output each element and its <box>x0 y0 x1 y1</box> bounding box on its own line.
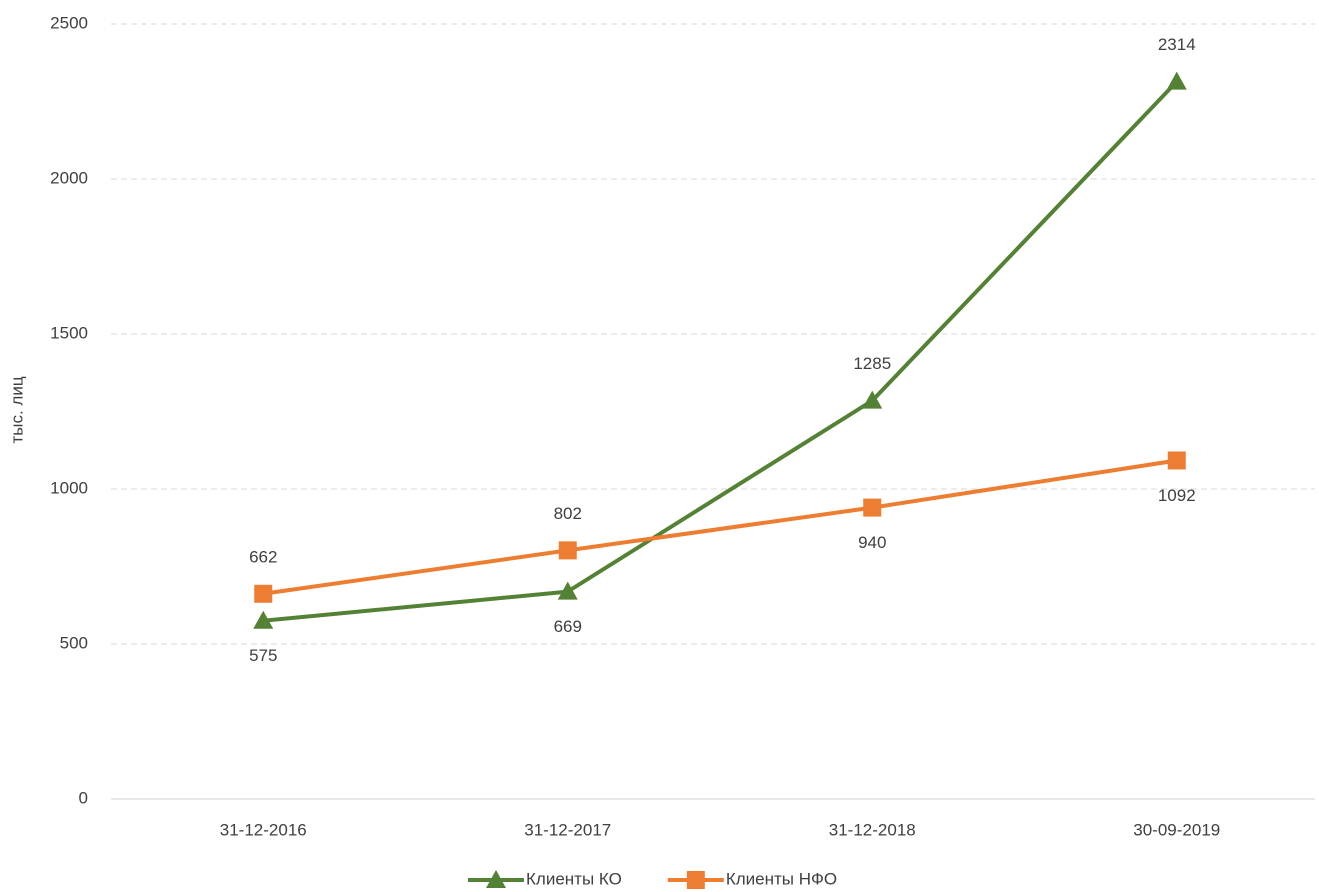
legend-label: Клиенты НФО <box>726 869 837 888</box>
data-point <box>863 498 882 517</box>
y-tick-label: 500 <box>60 633 88 652</box>
series-line <box>262 458 1178 596</box>
y-tick-label: 2000 <box>50 168 88 187</box>
data-label: 662 <box>249 547 277 566</box>
legend-label: Клиенты КО <box>526 869 622 888</box>
y-tick-label: 1500 <box>50 323 88 342</box>
x-tick-label: 31-12-2018 <box>829 820 916 839</box>
data-point <box>254 584 273 603</box>
data-label: 802 <box>554 504 582 523</box>
data-label: 669 <box>554 617 582 636</box>
data-label: 2314 <box>1158 35 1196 54</box>
data-point <box>253 610 274 629</box>
y-tick-label: 2500 <box>50 13 88 32</box>
x-tick-label: 31-12-2017 <box>524 820 611 839</box>
data-label: 940 <box>858 533 886 552</box>
data-point <box>862 390 883 409</box>
legend-marker <box>686 871 705 889</box>
legend-marker <box>486 870 506 888</box>
x-tick-label: 30-09-2019 <box>1133 820 1220 839</box>
y-tick-label: 1000 <box>50 478 88 497</box>
data-label: 1092 <box>1158 486 1196 505</box>
data-point <box>1166 71 1187 90</box>
y-tick-label: 0 <box>79 788 88 807</box>
data-point <box>558 541 577 560</box>
data-label: 1285 <box>853 354 891 373</box>
data-point <box>1167 451 1186 470</box>
series-line <box>263 80 1179 623</box>
y-axis-title: тыс. лиц <box>7 376 26 443</box>
data-label: 575 <box>249 646 277 665</box>
x-tick-label: 31-12-2016 <box>220 820 307 839</box>
data-point <box>557 581 578 600</box>
